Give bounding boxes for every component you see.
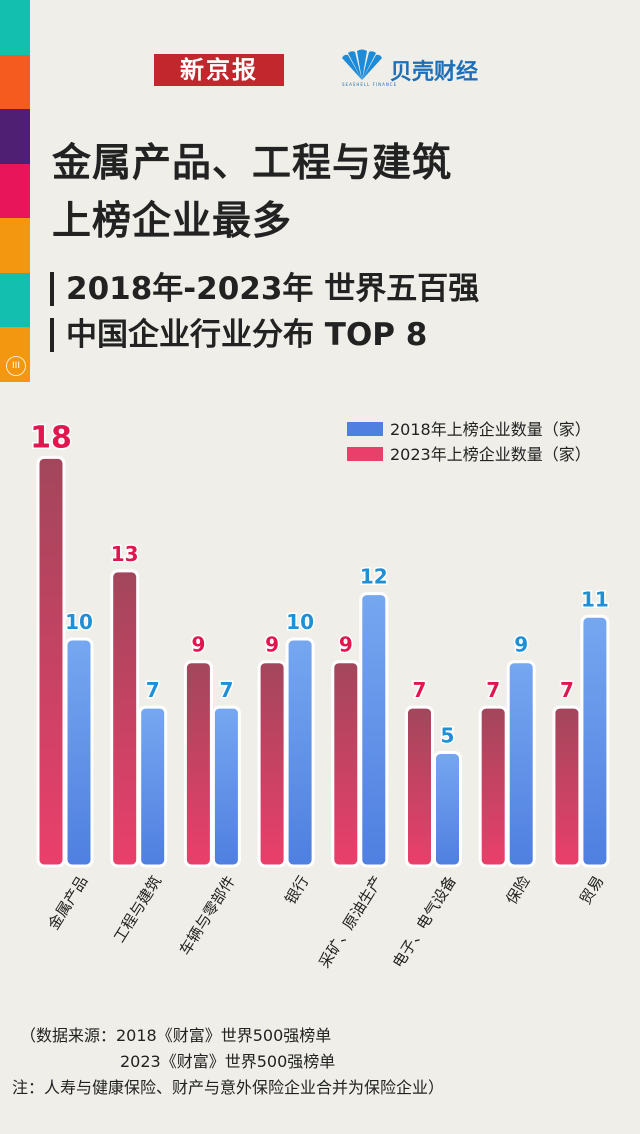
decorative-color-strip bbox=[0, 0, 30, 382]
legend-label: 2018年上榜企业数量（家） bbox=[390, 420, 591, 439]
bar-2018-value-label: 9 bbox=[514, 633, 528, 657]
category-label: 车辆与零部件 bbox=[176, 873, 239, 959]
bar-2018 bbox=[285, 637, 315, 868]
category-label: 电子、电气设备 bbox=[389, 873, 460, 972]
merge-note: 注：人寿与健康保险、财产与意外保险企业合并为保险企业） bbox=[12, 1078, 445, 1097]
subtitle-line1: 2018年-2023年 世界五百强 bbox=[50, 272, 479, 306]
strip-segment bbox=[0, 163, 30, 219]
strip-segment bbox=[0, 54, 30, 110]
bar-2023-value-label: 9 bbox=[339, 633, 353, 657]
bar-2018 bbox=[359, 592, 389, 868]
beike-caijing-name: 贝壳财经 bbox=[390, 60, 479, 85]
page-title-line1: 金属产品、工程与建筑 bbox=[52, 141, 453, 186]
bar-2023-value-label: 7 bbox=[560, 678, 574, 702]
bar-2018-value-label: 5 bbox=[441, 724, 455, 748]
bar-2023-value-label: 18 bbox=[30, 420, 72, 455]
bar-2023-value-label: 9 bbox=[265, 633, 279, 657]
bar-2023 bbox=[183, 660, 213, 868]
legend-swatch bbox=[347, 447, 383, 461]
strip-segment bbox=[0, 109, 30, 164]
bar-chart: 2018年上榜企业数量（家） 2023年上榜企业数量（家） 18 10 金属产品 13 7 工… bbox=[29, 419, 611, 972]
bar-2023 bbox=[331, 660, 361, 868]
bar-2023-value-label: 7 bbox=[486, 678, 500, 702]
beike-caijing-subtext: SEASHELL FINANCE bbox=[342, 82, 398, 87]
bar-2023 bbox=[36, 455, 66, 868]
bar-2023 bbox=[552, 705, 582, 868]
strip-segment bbox=[0, 272, 30, 328]
bar-2023-value-label: 7 bbox=[413, 678, 427, 702]
source-note-line1: （数据来源：2018《财富》世界500强榜单 bbox=[20, 1026, 332, 1045]
legend-swatch bbox=[347, 422, 383, 436]
seashell-icon bbox=[342, 49, 382, 80]
category-label: 保险 bbox=[502, 873, 533, 908]
bar-2018 bbox=[433, 751, 462, 868]
strip-badge-icon: III bbox=[6, 356, 26, 376]
bar-2018 bbox=[580, 614, 610, 868]
category-label: 银行 bbox=[281, 873, 312, 908]
strip-segment bbox=[0, 0, 30, 55]
bar-2023-value-label: 9 bbox=[191, 633, 205, 657]
bar-2023 bbox=[110, 569, 140, 868]
bar-2018 bbox=[211, 705, 241, 868]
bar-2018-value-label: 10 bbox=[286, 610, 314, 634]
bar-2018-value-label: 7 bbox=[146, 678, 160, 702]
bar-2023-value-label: 13 bbox=[111, 542, 139, 566]
category-label: 贸易 bbox=[576, 873, 607, 908]
bar-2023 bbox=[257, 660, 287, 868]
subtitle-line2: 中国企业行业分布 TOP 8 bbox=[50, 318, 427, 352]
legend-label: 2023年上榜企业数量（家） bbox=[390, 445, 591, 464]
category-label: 金属产品 bbox=[44, 873, 91, 933]
bar-2023 bbox=[478, 705, 508, 868]
bar-2023 bbox=[405, 705, 434, 868]
category-label: 采矿、原油生产 bbox=[315, 873, 386, 972]
bar-2018-value-label: 12 bbox=[360, 565, 388, 589]
bar-2018-value-label: 10 bbox=[65, 610, 93, 634]
category-label: 工程与建筑 bbox=[110, 873, 165, 946]
bar-2018 bbox=[64, 637, 94, 868]
source-note-line2: 2023《财富》世界500强榜单 bbox=[120, 1052, 336, 1071]
bar-2018 bbox=[138, 705, 168, 868]
beike-caijing-logo: 贝壳财经 SEASHELL FINANCE bbox=[338, 48, 508, 92]
bar-2018-value-label: 11 bbox=[581, 587, 609, 611]
strip-segment bbox=[0, 218, 30, 273]
xinjingbao-logo: 新京报 bbox=[154, 54, 284, 86]
bar-2018 bbox=[506, 660, 536, 868]
page-title-line2: 上榜企业最多 bbox=[52, 199, 293, 244]
bar-2018-value-label: 7 bbox=[219, 678, 233, 702]
